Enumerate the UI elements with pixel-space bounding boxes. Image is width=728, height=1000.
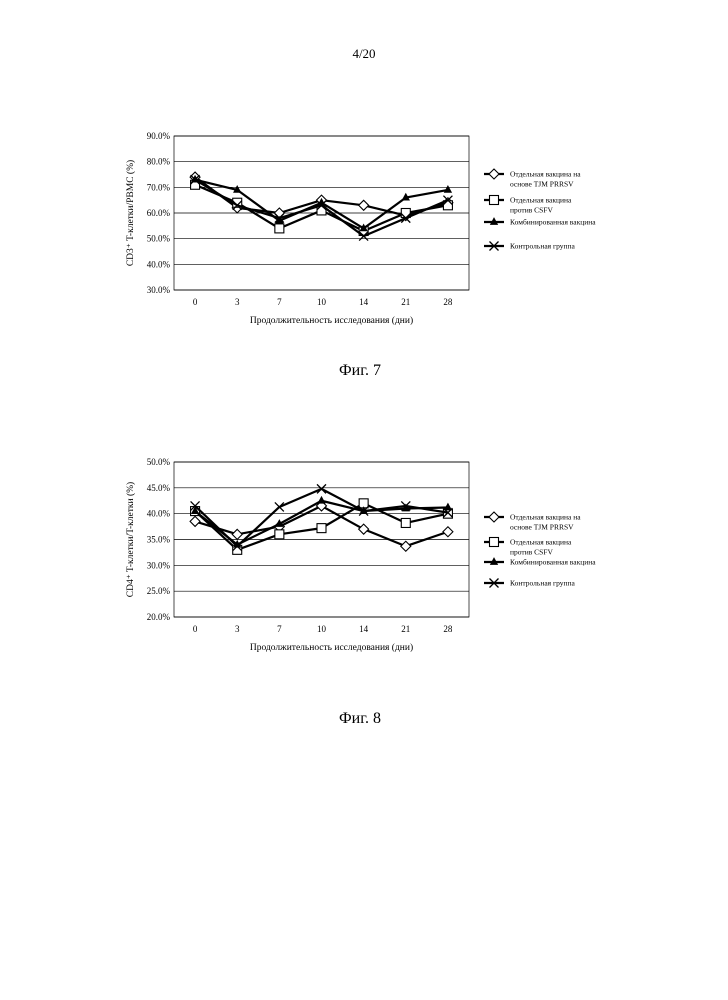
page-number: 4/20 [0, 46, 728, 62]
data-point [443, 527, 453, 537]
x-tick-label: 0 [193, 624, 198, 634]
legend-item: Контрольная группа [484, 242, 575, 251]
legend-marker [489, 512, 499, 522]
legend-item: Отдельная вакцинапротив CSFV [484, 538, 572, 557]
x-tick-label: 7 [277, 297, 282, 307]
legend-label: Контрольная группа [510, 579, 575, 588]
y-tick-label: 20.0% [147, 612, 171, 622]
x-tick-label: 14 [359, 624, 369, 634]
legend-label: Комбинированная вакцина [510, 218, 596, 227]
x-tick-label: 7 [277, 624, 282, 634]
y-tick-label: 80.0% [147, 157, 171, 167]
chart-fig7: 30.0% 40.0% 50.0% 60.0% 70.0% 80.0% 90.0% 0 3 7 10… [0, 120, 728, 340]
y-tick-label: 30.0% [147, 560, 171, 570]
data-point [443, 509, 452, 518]
legend-item: Отдельная вакцина наоснове TJM PRRSV [484, 512, 581, 532]
y-tick-label: 90.0% [147, 131, 171, 141]
data-point [232, 529, 242, 539]
legend-marker [490, 538, 499, 547]
x-tick-label: 28 [443, 624, 453, 634]
x-axis-title: Продолжительность исследования (дни) [250, 315, 413, 326]
legend-label: Отдельная вакцинапротив CSFV [510, 538, 572, 557]
x-tick-label: 28 [443, 297, 453, 307]
y-tick-label: 60.0% [147, 208, 171, 218]
y-tick-label: 40.0% [147, 259, 171, 269]
legend-item: Комбинированная вакцина [484, 218, 596, 227]
legend-label: Отдельная вакцинапротив CSFV [510, 196, 572, 215]
data-point [401, 541, 411, 551]
y-tick-label: 50.0% [147, 234, 171, 244]
figure-caption-7: Фиг. 7 [0, 362, 724, 380]
x-tick-label: 21 [401, 624, 410, 634]
y-tick-label: 40.0% [147, 509, 171, 519]
x-tick-label: 10 [317, 624, 327, 634]
x-tick-label: 10 [317, 297, 327, 307]
x-tick-label: 14 [359, 297, 369, 307]
data-point [275, 502, 284, 511]
data-point [359, 200, 369, 210]
figure-caption-8: Фиг. 8 [0, 710, 724, 728]
chart-fig8: 20.0% 25.0% 30.0% 35.0% 40.0% 45.0% 50.0% 0 3 7 10… [0, 450, 728, 670]
legend-item: Комбинированная вакцина [484, 558, 596, 567]
legend-marker [489, 169, 499, 179]
data-point [359, 524, 369, 534]
y-tick-label: 25.0% [147, 586, 171, 596]
data-point [444, 186, 451, 193]
x-tick-label: 0 [193, 297, 198, 307]
x-tick-label: 3 [235, 297, 240, 307]
series-x [191, 484, 453, 550]
legend-item: Отдельная вакцина наоснове TJM PRRSV [484, 169, 581, 189]
y-axis-title: CD3⁺ T-клетки/PBMC (%) [125, 160, 136, 266]
x-axis-title: Продолжительность исследования (дни) [250, 642, 413, 653]
y-axis-title: CD4⁺ T-клетки/T-клетки (%) [125, 482, 136, 597]
legend-label: Комбинированная вакцина [510, 558, 596, 567]
legend-item: Отдельная вакцинапротив CSFV [484, 196, 572, 215]
y-tick-label: 50.0% [147, 457, 171, 467]
data-point [190, 516, 200, 526]
data-point [318, 497, 325, 504]
legend-label: Контрольная группа [510, 242, 575, 251]
x-tick-label: 3 [235, 624, 240, 634]
legend-label: Отдельная вакцина наоснове TJM PRRSV [510, 513, 581, 532]
legend-item: Контрольная группа [484, 579, 575, 588]
data-point [317, 484, 326, 493]
data-point [275, 530, 284, 539]
y-tick-label: 70.0% [147, 182, 171, 192]
data-point [401, 518, 410, 527]
y-tick-label: 30.0% [147, 285, 171, 295]
y-tick-label: 35.0% [147, 535, 171, 545]
legend-marker [490, 196, 499, 205]
x-tick-label: 21 [401, 297, 410, 307]
y-tick-label: 45.0% [147, 483, 171, 493]
legend-label: Отдельная вакцина наоснове TJM PRRSV [510, 170, 581, 189]
data-point [317, 524, 326, 533]
data-point [275, 224, 284, 233]
